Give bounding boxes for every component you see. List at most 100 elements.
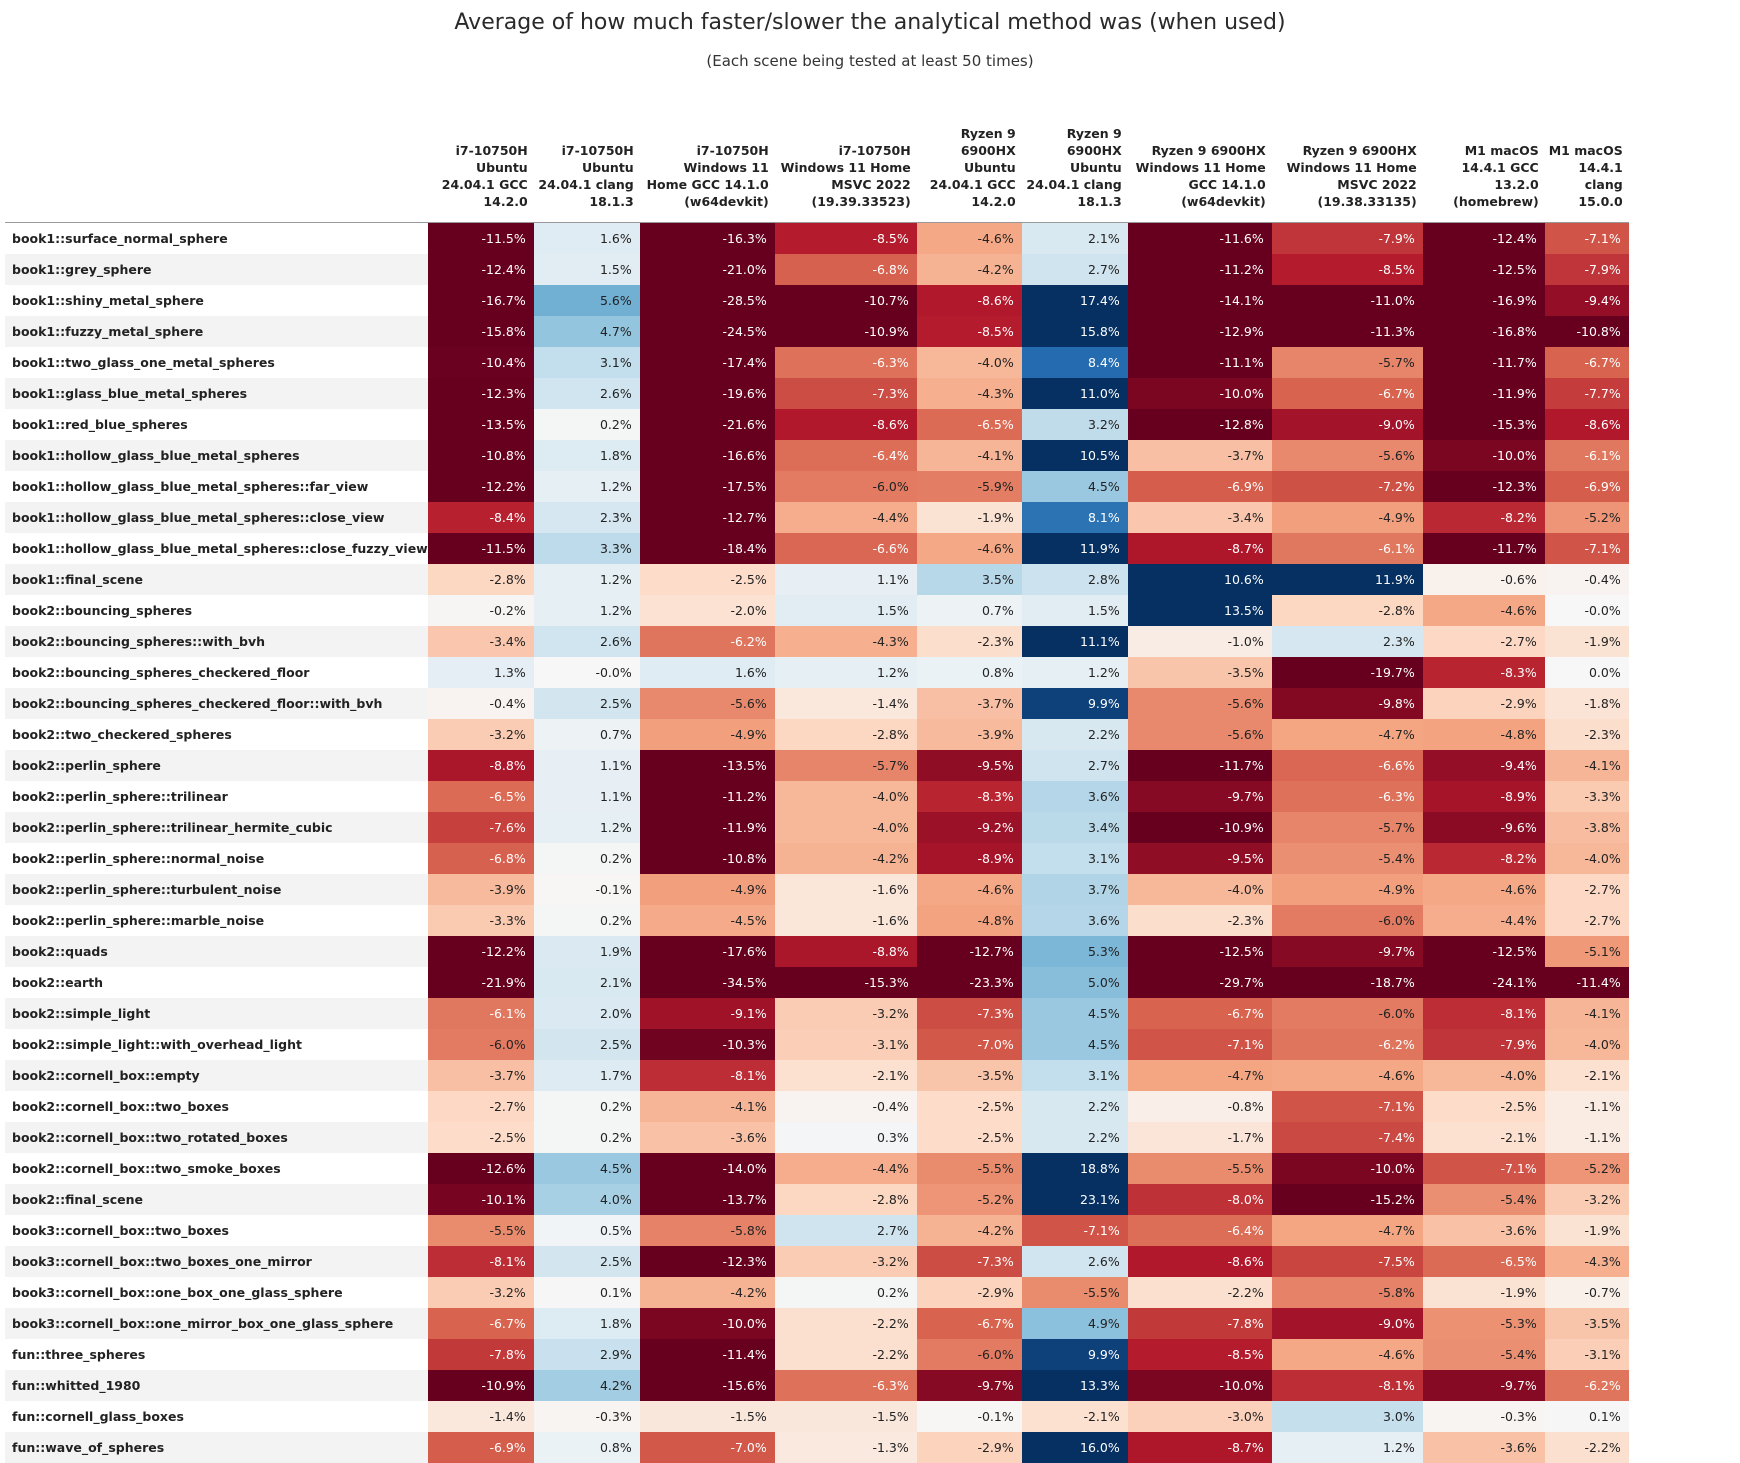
heat-cell: -7.1% — [1021, 1215, 1128, 1246]
heat-cell: -12.4% — [1422, 222, 1545, 254]
heat-cell: -4.3% — [774, 626, 917, 657]
heat-cell: 1.6% — [639, 657, 775, 688]
heat-cell: 3.7% — [1021, 874, 1128, 905]
table-row: book2::simple_light -6.1% 2.0% -9.1% -3.2% -7… — [5, 998, 1629, 1029]
column-header: Ryzen 9 6900HX Windows 11 Home MSVC 2022… — [1271, 118, 1423, 223]
row-label: book3::cornell_box::two_boxes — [12, 1223, 229, 1238]
table-row: book2::perlin_sphere -8.8% 1.1% -13.5% -5.7%… — [5, 750, 1629, 781]
table-row: book2::simple_light::with_overhead_light… — [5, 1029, 1629, 1060]
heat-cell: -5.9% — [916, 471, 1022, 502]
heat-cell: 13.3% — [1021, 1370, 1128, 1401]
table-row: book1::surface_normal_sphere -11.5% 1.6% -1… — [5, 222, 1629, 254]
heat-cell: 11.9% — [1021, 533, 1128, 564]
heat-cell: -1.9% — [1544, 626, 1629, 657]
table-row: book3::cornell_box::one_box_one_glass_sp… — [5, 1277, 1629, 1308]
heat-cell: -2.8% — [774, 1184, 917, 1215]
heat-cell: -2.5% — [1422, 1091, 1545, 1122]
heat-cell: 4.7% — [533, 316, 640, 347]
heat-cell: -9.4% — [1544, 285, 1629, 316]
heat-cell: -0.0% — [1544, 595, 1629, 626]
heat-cell: -11.7% — [1422, 347, 1545, 378]
heat-cell: -11.7% — [1127, 750, 1272, 781]
heat-cell: -13.5% — [639, 750, 775, 781]
heat-cell: 0.2% — [774, 1277, 917, 1308]
heat-cell: 1.2% — [1271, 1432, 1423, 1463]
heat-cell: -5.1% — [1544, 936, 1629, 967]
heat-cell: -4.0% — [1544, 1029, 1629, 1060]
row-label: fun::whitted_1980 — [5, 1370, 428, 1401]
heat-cell: -7.1% — [1544, 222, 1629, 254]
heat-cell: 2.5% — [533, 688, 640, 719]
heat-cell: -5.7% — [1271, 812, 1423, 843]
heat-cell: 2.5% — [533, 1246, 640, 1277]
heat-cell: -5.8% — [639, 1215, 775, 1246]
heat-cell: -17.4% — [639, 347, 775, 378]
heat-cell: -12.5% — [1422, 936, 1545, 967]
heat-cell: -12.4% — [427, 254, 534, 285]
table-row: book2::cornell_box::two_boxes -2.7% 0.2% -4… — [5, 1091, 1629, 1122]
heat-cell: -12.9% — [1127, 316, 1272, 347]
row-label: book2::bouncing_spheres::with_bvh — [5, 626, 428, 657]
row-label: book1::hollow_glass_blue_metal_spheres — [5, 440, 428, 471]
heat-cell: 0.1% — [533, 1277, 640, 1308]
heat-cell: -2.9% — [916, 1277, 1022, 1308]
heat-cell: -0.3% — [1422, 1401, 1545, 1432]
heat-cell: -9.4% — [1422, 750, 1545, 781]
heat-cell: -6.0% — [1271, 998, 1423, 1029]
heat-cell: -10.4% — [427, 347, 534, 378]
heat-cell: 8.1% — [1021, 502, 1128, 533]
heat-cell: -3.6% — [1422, 1432, 1545, 1463]
heat-cell: -8.1% — [639, 1060, 775, 1091]
heat-cell: -16.8% — [1422, 316, 1545, 347]
table-row: book2::bouncing_spheres -0.2% 1.2% -2.0% 1.5… — [5, 595, 1629, 626]
heat-cell: -7.9% — [1271, 222, 1423, 254]
row-label: book1::two_glass_one_metal_spheres — [12, 355, 275, 370]
heat-cell: 11.9% — [1271, 564, 1423, 595]
table-row: book1::fuzzy_metal_sphere -15.8% 4.7% -24.5… — [5, 316, 1629, 347]
heat-cell: 0.2% — [533, 843, 640, 874]
row-label: book2::simple_light::with_overhead_light — [12, 1037, 302, 1052]
heat-cell: -4.0% — [774, 781, 917, 812]
heat-cell: -6.1% — [1271, 533, 1423, 564]
heat-cell: -4.2% — [916, 1215, 1022, 1246]
heat-cell: -11.6% — [1127, 222, 1272, 254]
heat-cell: -7.1% — [1127, 1029, 1272, 1060]
heat-cell: -10.0% — [1422, 440, 1545, 471]
heat-cell: -3.0% — [1127, 1401, 1272, 1432]
column-header: i7-10750H Windows 11 Home MSVC 2022 (19.… — [774, 118, 917, 223]
heat-cell: -8.6% — [916, 285, 1022, 316]
row-label: book2::two_checkered_spheres — [12, 727, 232, 742]
heat-cell: -15.3% — [1422, 409, 1545, 440]
heat-cell: 3.1% — [1021, 1060, 1128, 1091]
row-label: book1::surface_normal_sphere — [12, 231, 228, 246]
heat-cell: -11.7% — [1422, 533, 1545, 564]
table-row: book2::bouncing_spheres::with_bvh -3.4% 2.… — [5, 626, 1629, 657]
heat-cell: 1.5% — [533, 254, 640, 285]
heat-cell: -7.3% — [916, 1246, 1022, 1277]
heat-cell: -7.9% — [1544, 254, 1629, 285]
table-row: book1::grey_sphere -12.4% 1.5% -21.0% -6.8% -… — [5, 254, 1629, 285]
heat-cell: -5.3% — [1422, 1308, 1545, 1339]
heat-cell: 13.5% — [1127, 595, 1272, 626]
heat-cell: -1.5% — [774, 1401, 917, 1432]
heat-cell: -7.1% — [1422, 1153, 1545, 1184]
heat-cell: -10.7% — [774, 285, 917, 316]
heat-cell: -6.2% — [1271, 1029, 1423, 1060]
heat-cell: 1.2% — [533, 812, 640, 843]
heat-cell: -12.8% — [1127, 409, 1272, 440]
table-row: book1::hollow_glass_blue_metal_spheres::… — [5, 502, 1629, 533]
heat-cell: -13.5% — [427, 409, 534, 440]
heat-cell: 5.6% — [533, 285, 640, 316]
heat-cell: -8.7% — [1127, 1432, 1272, 1463]
heat-cell: -12.7% — [639, 502, 775, 533]
heat-cell: -8.1% — [1422, 998, 1545, 1029]
heat-cell: -18.4% — [639, 533, 775, 564]
heat-cell: 16.0% — [1021, 1432, 1128, 1463]
heat-cell: -2.1% — [1021, 1401, 1128, 1432]
heat-cell: -3.2% — [427, 1277, 534, 1308]
heat-cell: -10.0% — [1127, 378, 1272, 409]
heat-cell: -9.6% — [1422, 812, 1545, 843]
heat-cell: -2.8% — [774, 719, 917, 750]
row-label: book2::cornell_box::two_rotated_boxes — [5, 1122, 428, 1153]
heat-cell: 1.1% — [533, 750, 640, 781]
